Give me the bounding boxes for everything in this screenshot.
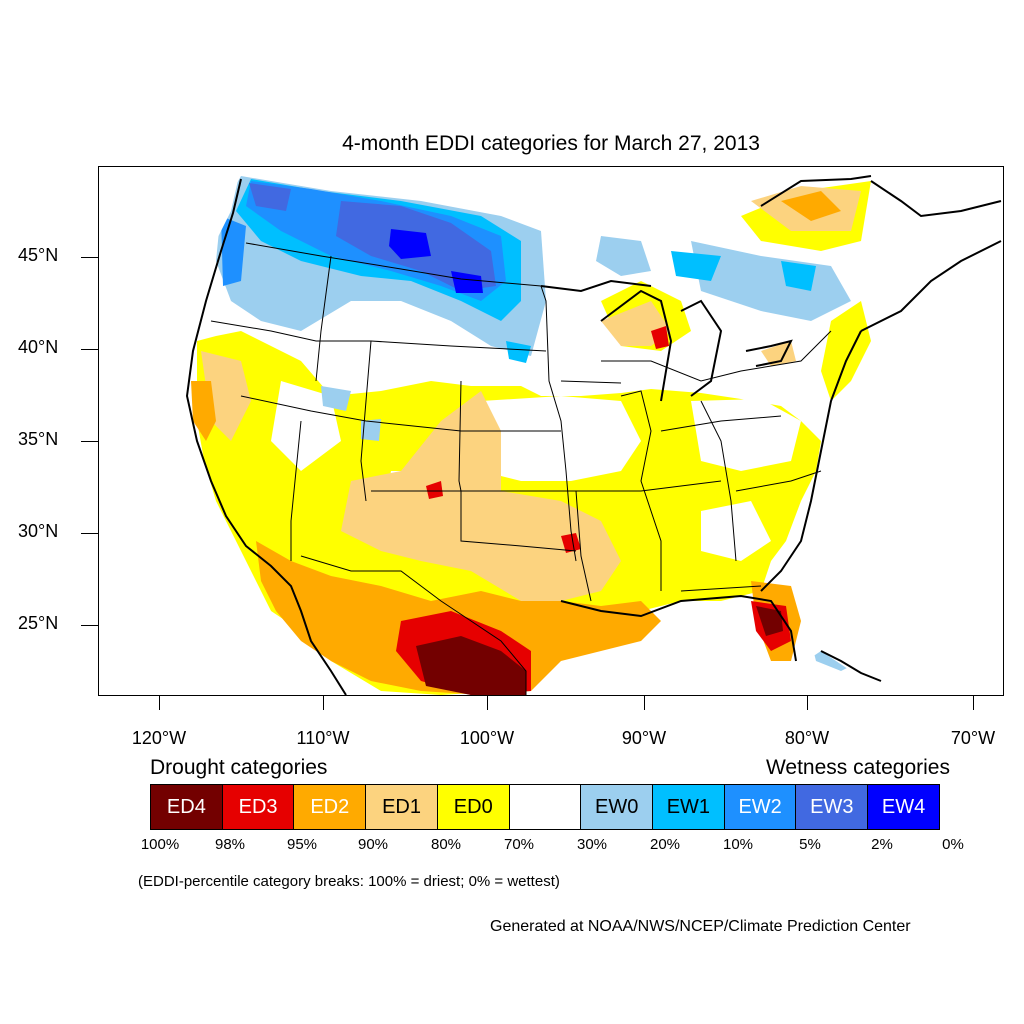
lat-tick-25 [81, 625, 98, 626]
pct-break-98: 98% [214, 836, 246, 853]
lon-label-110: 110°W [296, 728, 350, 748]
legend-ew2: EW2 [723, 784, 797, 830]
lon-label-120: 120°W [131, 728, 187, 748]
lon-tick-80 [807, 696, 808, 710]
lat-label-30: 30°N [18, 521, 59, 541]
lon-tick-90 [644, 696, 645, 710]
legend-ed0: ED0 [436, 784, 510, 830]
legend-ew2-label: EW2 [738, 795, 782, 818]
lat-tick-30 [81, 533, 98, 534]
lat-tick-35 [81, 441, 98, 442]
pct-break-2: 2% [871, 836, 893, 853]
wetness-categories-heading: Wetness categories [765, 756, 950, 779]
pct-break-100: 100% [140, 836, 180, 853]
ed4-regions [416, 606, 783, 695]
lon-tick-110 [323, 696, 324, 710]
legend-ed4-label: ED4 [166, 795, 206, 818]
legend-ed2: ED2 [293, 784, 367, 830]
ew4-regions [389, 229, 483, 293]
legend-ew3-label: EW3 [810, 795, 854, 818]
lon-label-80: 80°W [784, 728, 830, 748]
legend-ew0-label: EW0 [595, 795, 639, 818]
legend-ew1-label: EW1 [666, 795, 711, 818]
drought-categories-heading: Drought categories [150, 756, 328, 779]
eddi-map-canvas [99, 167, 1003, 695]
legend-ed4: ED4 [150, 784, 223, 830]
pct-break-5: 5% [799, 836, 821, 853]
pct-break-90: 90% [357, 836, 389, 853]
legend-ew4-label: EW4 [881, 795, 926, 818]
legend-ed1: ED1 [365, 784, 438, 830]
lat-tick-40 [81, 349, 98, 350]
eddi-map [98, 166, 1004, 696]
lon-label-70: 70°W [950, 728, 996, 748]
legend-ew1: EW1 [652, 784, 725, 830]
legend-ed0-label: ED0 [453, 795, 493, 818]
non-data-areas [99, 167, 1003, 695]
legend-ed1-label: ED1 [382, 795, 421, 818]
credit-line: Generated at NOAA/NWS/NCEP/Climate Predi… [490, 918, 911, 935]
lon-tick-100 [487, 696, 488, 710]
legend-ed3: ED3 [221, 784, 295, 830]
lat-label-45: 45°N [18, 245, 59, 265]
lon-label-90: 90°W [621, 728, 667, 748]
lon-tick-70 [973, 696, 974, 710]
category-breaks-note: (EDDI-percentile category breaks: 100% =… [138, 873, 560, 890]
lon-label-100: 100°W [459, 728, 515, 748]
pct-break-10: 10% [722, 836, 754, 853]
lat-tick-45 [81, 257, 98, 258]
legend-ew3: EW3 [795, 784, 869, 830]
lat-label-35: 35°N [18, 429, 59, 449]
legend-ed3-label: ED3 [238, 795, 278, 818]
boundaries [185, 175, 1002, 695]
lat-label-25: 25°N [18, 613, 59, 633]
legend-ew4: EW4 [867, 784, 940, 830]
pct-break-0: 0% [942, 836, 964, 853]
category-legend: ED4 ED3 ED2 ED1 ED0 EW0 EW1 EW2 EW3 EW4 [150, 784, 950, 830]
lon-tick-120 [159, 696, 160, 710]
pct-break-80: 80% [430, 836, 462, 853]
lat-label-40: 40°N [18, 337, 59, 357]
pct-break-95: 95% [286, 836, 318, 853]
legend-neutral [508, 784, 582, 830]
map-title: 4-month EDDI categories for March 27, 20… [342, 132, 760, 155]
legend-ed2-label: ED2 [310, 795, 350, 818]
pct-break-20: 20% [649, 836, 681, 853]
legend-ew0: EW0 [580, 784, 654, 830]
pct-break-30: 30% [576, 836, 608, 853]
pct-break-70: 70% [503, 836, 535, 853]
